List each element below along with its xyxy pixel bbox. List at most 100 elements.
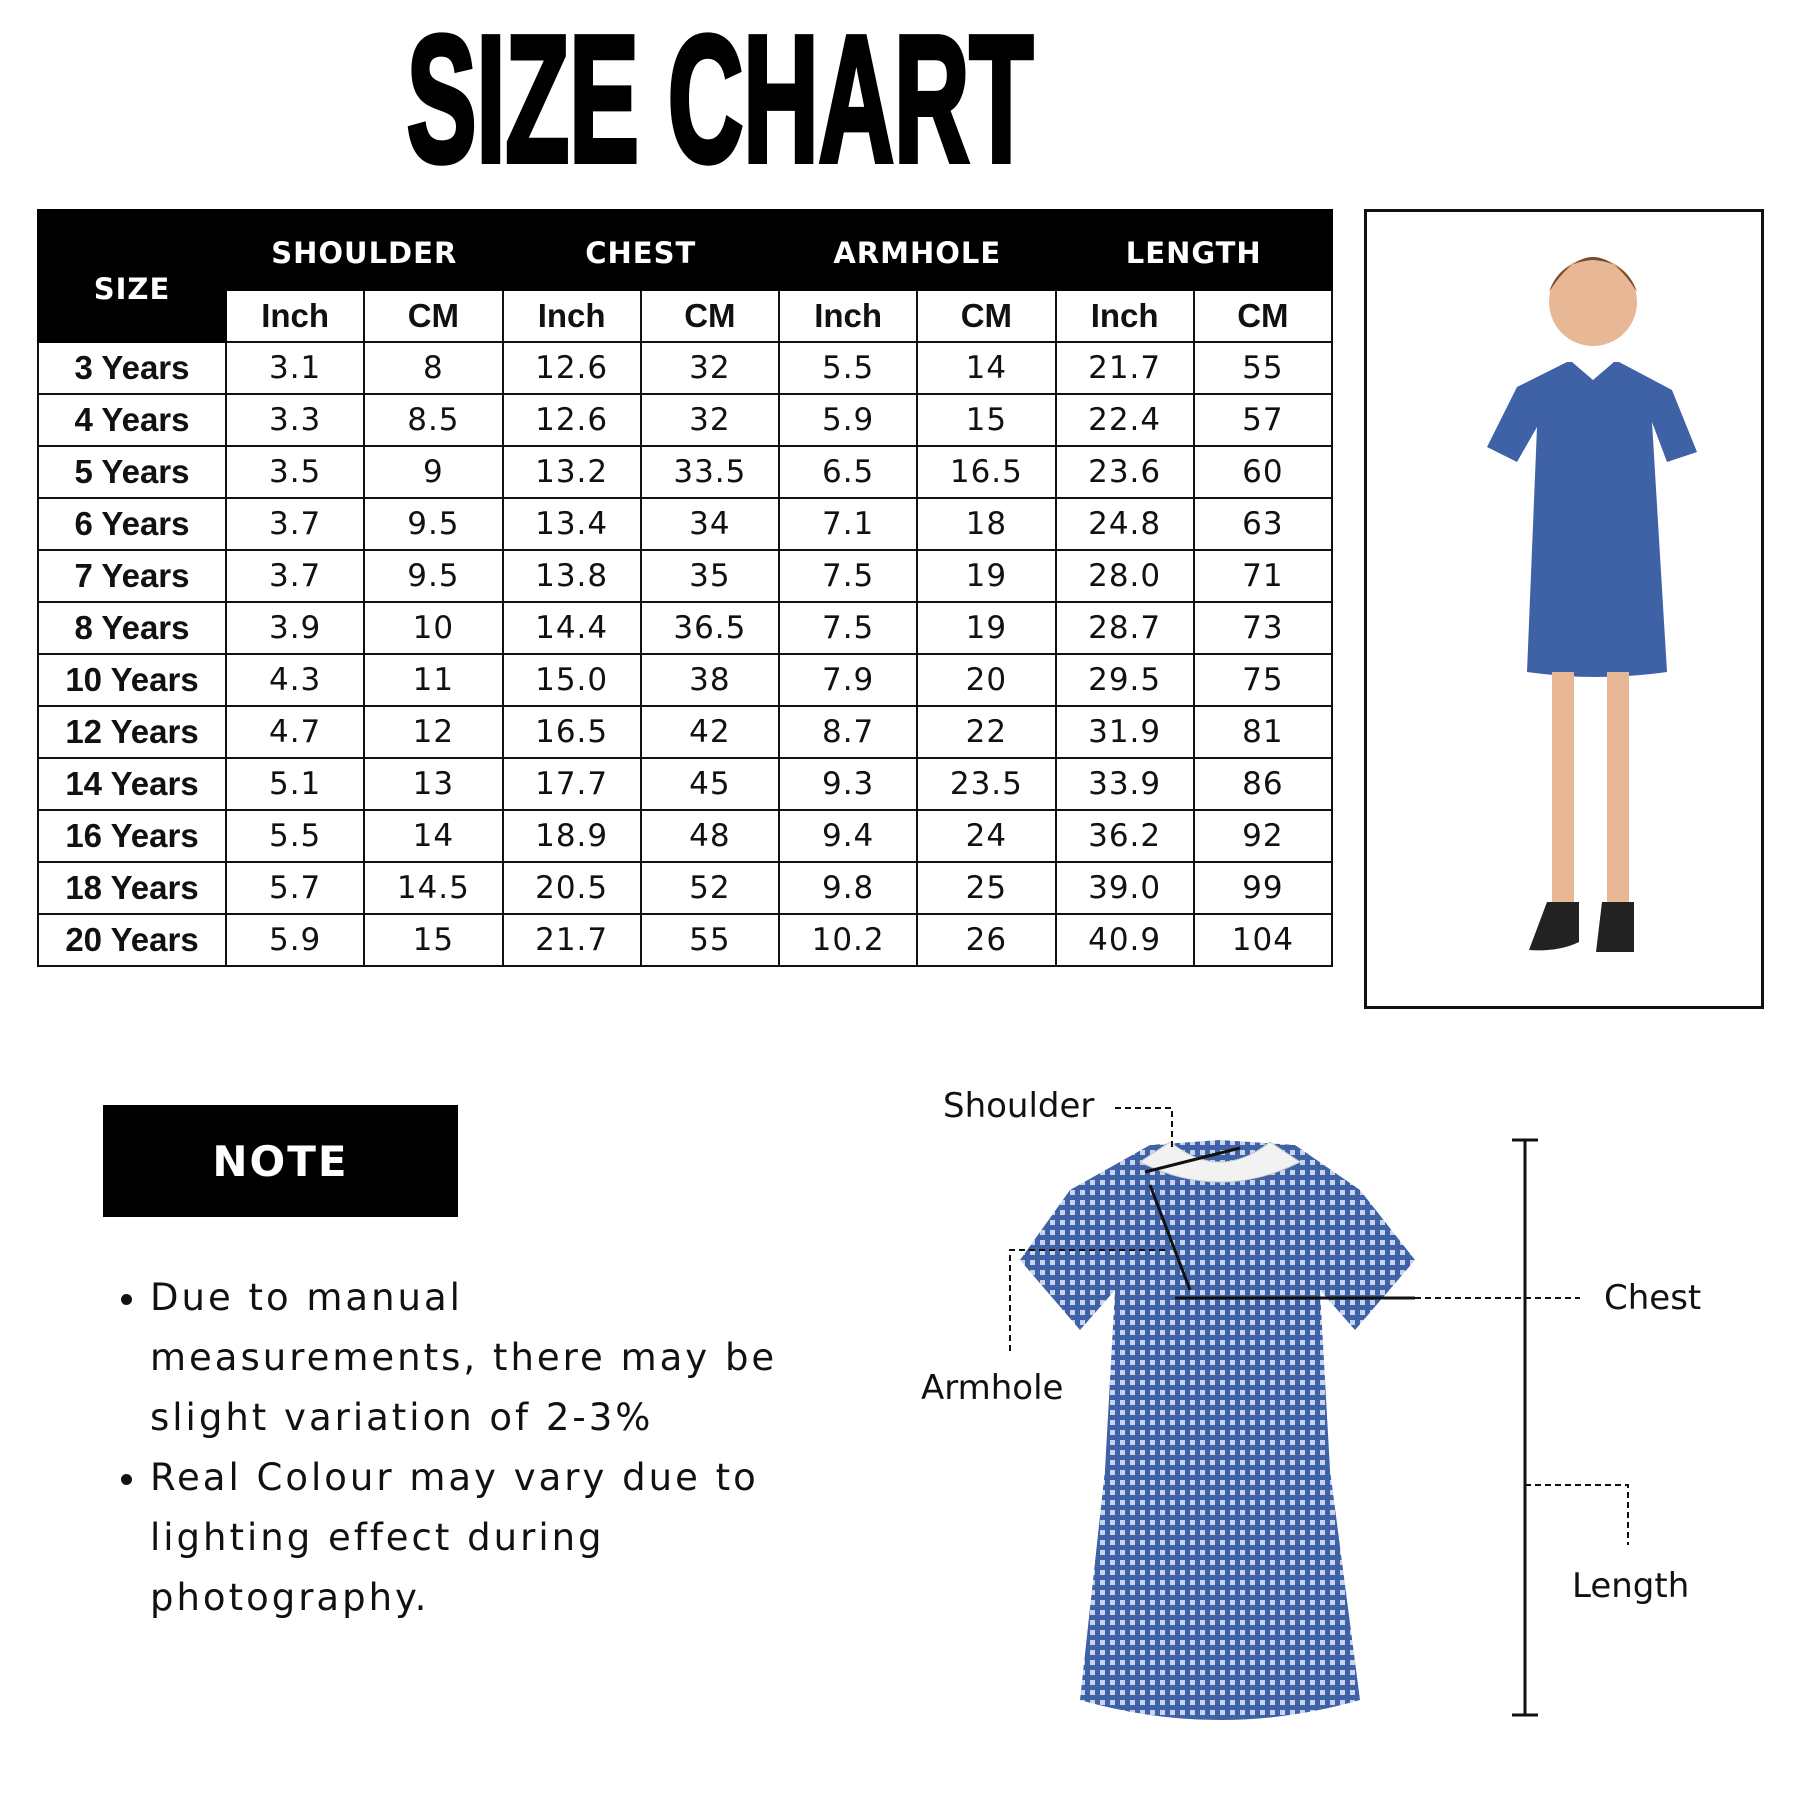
measure-cell: 55 bbox=[1192, 341, 1334, 395]
size-cell: 3 Years bbox=[37, 341, 227, 395]
measure-cell: 38 bbox=[639, 653, 781, 707]
measure-cell: 7.5 bbox=[777, 601, 919, 655]
model-photo bbox=[1364, 209, 1764, 1009]
measure-cell: 5.7 bbox=[224, 861, 366, 915]
measure-cell: 39.0 bbox=[1054, 861, 1195, 915]
size-cell: 5 Years bbox=[37, 445, 227, 499]
measure-cell: 32 bbox=[639, 393, 781, 447]
measure-cell: 92 bbox=[1192, 809, 1334, 863]
measure-cell: 12.6 bbox=[501, 393, 642, 447]
measure-cell: 9.4 bbox=[777, 809, 919, 863]
measure-cell: 18 bbox=[916, 497, 1057, 551]
measure-cell: 13.8 bbox=[501, 549, 642, 603]
measure-cell: 104 bbox=[1192, 913, 1334, 967]
measure-cell: 22 bbox=[916, 705, 1057, 759]
measure-cell: 99 bbox=[1192, 861, 1334, 915]
unit-header: CM bbox=[639, 289, 781, 343]
measure-cell: 35 bbox=[639, 549, 781, 603]
size-cell: 20 Years bbox=[37, 913, 227, 967]
table-row: 16 Years 5.5 14 18.9 48 9.4 24 36.2 92 bbox=[37, 809, 1334, 863]
measure-cell: 48 bbox=[639, 809, 781, 863]
measure-cell: 24.8 bbox=[1054, 497, 1195, 551]
table-row: 6 Years 3.7 9.5 13.4 34 7.1 18 24.8 63 bbox=[37, 497, 1334, 551]
measure-cell: 33.5 bbox=[639, 445, 781, 499]
measure-cell: 5.9 bbox=[224, 913, 366, 967]
size-table: SIZE SHOULDER CHEST ARMHOLE LENGTH Inch C… bbox=[37, 209, 1334, 967]
measure-cell: 9.5 bbox=[363, 549, 504, 603]
size-cell: 18 Years bbox=[37, 861, 227, 915]
measure-cell: 63 bbox=[1192, 497, 1334, 551]
measure-cell: 12 bbox=[363, 705, 504, 759]
measure-cell: 23.5 bbox=[916, 757, 1057, 811]
measure-cell: 23.6 bbox=[1054, 445, 1195, 499]
measure-cell: 13 bbox=[363, 757, 504, 811]
unit-header: Inch bbox=[1054, 289, 1195, 343]
measure-cell: 25 bbox=[916, 861, 1057, 915]
measure-cell: 15.0 bbox=[501, 653, 642, 707]
dress-diagram bbox=[1009, 1107, 1629, 1720]
measure-cell: 45 bbox=[639, 757, 781, 811]
size-cell: 14 Years bbox=[37, 757, 227, 811]
measure-cell: 10.2 bbox=[777, 913, 919, 967]
measure-cell: 3.3 bbox=[224, 393, 366, 447]
measure-cell: 14 bbox=[363, 809, 504, 863]
measure-cell: 13.4 bbox=[501, 497, 642, 551]
measure-cell: 13.2 bbox=[501, 445, 642, 499]
measure-cell: 73 bbox=[1192, 601, 1334, 655]
measure-cell: 57 bbox=[1192, 393, 1334, 447]
measure-cell: 14 bbox=[916, 341, 1057, 395]
measure-cell: 8.7 bbox=[777, 705, 919, 759]
measure-cell: 20 bbox=[916, 653, 1057, 707]
table-row: 7 Years 3.7 9.5 13.8 35 7.5 19 28.0 71 bbox=[37, 549, 1334, 603]
measure-cell: 9.8 bbox=[777, 861, 919, 915]
measure-cell: 8.5 bbox=[363, 393, 504, 447]
measure-cell: 75 bbox=[1192, 653, 1334, 707]
measure-cell: 7.9 bbox=[777, 653, 919, 707]
unit-header: Inch bbox=[224, 289, 366, 343]
measure-cell: 28.7 bbox=[1054, 601, 1195, 655]
unit-header: CM bbox=[363, 289, 504, 343]
measure-cell: 9.5 bbox=[363, 497, 504, 551]
size-cell: 4 Years bbox=[37, 393, 227, 447]
measure-cell: 60 bbox=[1192, 445, 1334, 499]
measure-cell: 19 bbox=[916, 549, 1057, 603]
measure-cell: 24 bbox=[916, 809, 1057, 863]
measure-cell: 14.5 bbox=[363, 861, 504, 915]
armhole-label: Armhole bbox=[921, 1368, 1064, 1408]
measure-cell: 34 bbox=[639, 497, 781, 551]
measure-cell: 42 bbox=[639, 705, 781, 759]
group-header: CHEST bbox=[501, 209, 780, 291]
measure-cell: 40.9 bbox=[1054, 913, 1195, 967]
length-label: Length bbox=[1572, 1566, 1690, 1606]
size-cell: 7 Years bbox=[37, 549, 227, 603]
measure-cell: 16.5 bbox=[916, 445, 1057, 499]
note-bullet: Due to manual measurements, there may be… bbox=[150, 1268, 790, 1448]
measure-cell: 21.7 bbox=[1054, 341, 1195, 395]
group-header: SHOULDER bbox=[225, 209, 504, 291]
size-cell: 16 Years bbox=[37, 809, 227, 863]
shoulder-label: Shoulder bbox=[943, 1086, 1095, 1126]
table-row: 5 Years 3.5 9 13.2 33.5 6.5 16.5 23.6 60 bbox=[37, 445, 1334, 499]
table-row: 3 Years 3.1 8 12.6 32 5.5 14 21.7 55 bbox=[37, 341, 1334, 395]
measure-cell: 29.5 bbox=[1054, 653, 1195, 707]
note-bullet: Real Colour may vary due to lighting eff… bbox=[150, 1448, 790, 1628]
page-title: SIZE CHART bbox=[405, 0, 1035, 200]
measure-cell: 81 bbox=[1192, 705, 1334, 759]
measure-cell: 18.9 bbox=[501, 809, 642, 863]
measure-cell: 4.7 bbox=[224, 705, 366, 759]
measure-cell: 3.7 bbox=[224, 497, 366, 551]
measure-cell: 5.1 bbox=[224, 757, 366, 811]
measure-cell: 10 bbox=[363, 601, 504, 655]
measure-cell: 5.9 bbox=[777, 393, 919, 447]
measure-cell: 22.4 bbox=[1054, 393, 1195, 447]
measure-cell: 28.0 bbox=[1054, 549, 1195, 603]
measure-cell: 32 bbox=[639, 341, 781, 395]
size-header: SIZE bbox=[37, 209, 227, 343]
measure-cell: 15 bbox=[916, 393, 1057, 447]
chest-label: Chest bbox=[1604, 1278, 1702, 1318]
note-list: Due to manual measurements, there may be… bbox=[110, 1268, 790, 1628]
unit-header: CM bbox=[916, 289, 1057, 343]
measure-cell: 3.1 bbox=[224, 341, 366, 395]
measure-cell: 12.6 bbox=[501, 341, 642, 395]
measure-cell: 3.5 bbox=[224, 445, 366, 499]
